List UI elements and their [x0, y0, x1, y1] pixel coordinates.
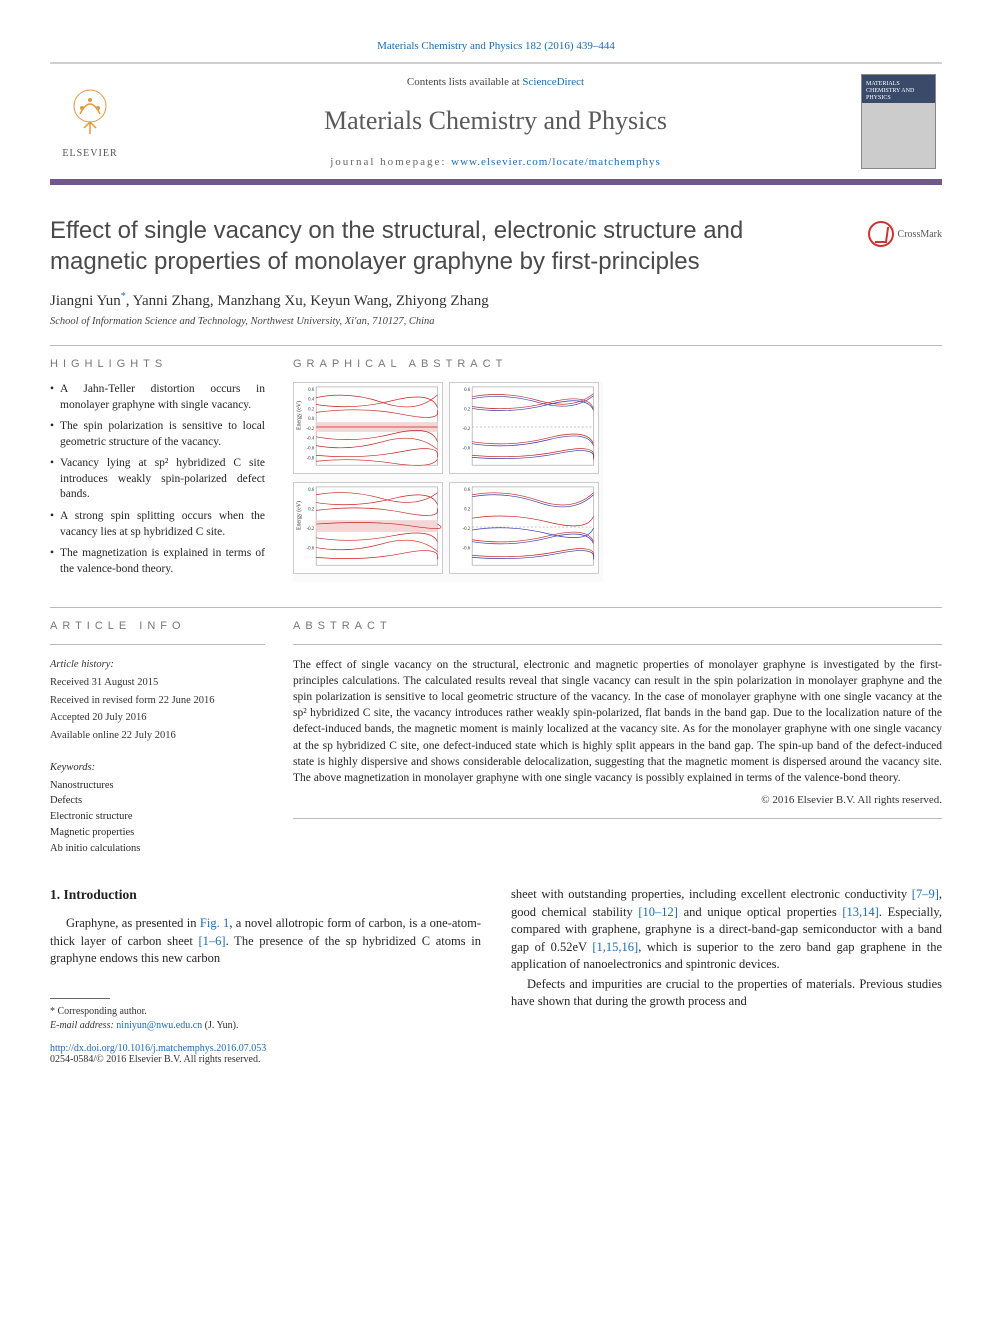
highlight-item: The spin polarization is sensitive to lo…: [50, 419, 265, 450]
svg-text:-0.6: -0.6: [462, 547, 470, 552]
intro-para-2: sheet with outstanding properties, inclu…: [511, 886, 942, 974]
svg-text:0.4: 0.4: [308, 398, 315, 403]
homepage-prefix: journal homepage:: [330, 156, 451, 168]
received-date: Received 31 August 2015: [50, 675, 265, 691]
citation-line: Materials Chemistry and Physics 182 (201…: [50, 40, 942, 52]
svg-text:Energy (eV): Energy (eV): [296, 501, 303, 530]
abstract-text: The effect of single vacancy on the stru…: [293, 657, 942, 786]
svg-text:-0.8: -0.8: [306, 457, 314, 462]
email-label: E-mail address:: [50, 1020, 116, 1031]
band-plot-c: 0.6 0.2 -0.2 -0.6 Energy (eV): [293, 482, 443, 574]
journal-header: ELSEVIER Contents lists available at Sci…: [50, 62, 942, 185]
elsevier-tree-icon: [60, 84, 120, 144]
citation-ref[interactable]: [13,14]: [842, 905, 878, 919]
divider: [50, 345, 942, 346]
svg-text:0.0: 0.0: [308, 418, 315, 423]
highlights-label: HIGHLIGHTS: [50, 358, 265, 370]
svg-text:-0.2: -0.2: [462, 527, 470, 532]
accepted-date: Accepted 20 July 2016: [50, 710, 265, 726]
highlight-item: The magnetization is explained in terms …: [50, 546, 265, 577]
copyright-line: © 2016 Elsevier B.V. All rights reserved…: [293, 794, 942, 806]
contents-list-line: Contents lists available at ScienceDirec…: [130, 76, 861, 88]
contents-prefix: Contents lists available at: [407, 76, 522, 88]
issn-line: 0254-0584/© 2016 Elsevier B.V. All right…: [50, 1054, 260, 1065]
online-date: Available online 22 July 2016: [50, 728, 265, 744]
keyword: Defects: [50, 793, 265, 809]
svg-text:0.2: 0.2: [464, 508, 471, 513]
svg-text:Energy (eV): Energy (eV): [296, 401, 303, 430]
svg-text:-0.2: -0.2: [306, 527, 314, 532]
divider: [293, 644, 942, 645]
journal-cover-thumb: [861, 74, 936, 169]
history-head: Article history:: [50, 657, 265, 673]
band-plot-b: 0.6 0.2 -0.2 -0.6: [449, 382, 599, 474]
svg-text:-0.6: -0.6: [306, 447, 314, 452]
intro-para-3: Defects and impurities are crucial to th…: [511, 976, 942, 1011]
corresponding-author-footnote: * Corresponding author. E-mail address: …: [50, 1005, 481, 1033]
svg-text:0.6: 0.6: [464, 388, 471, 393]
citation-ref[interactable]: [1,15,16]: [592, 940, 638, 954]
publisher-logo: ELSEVIER: [50, 84, 130, 159]
authors-line: Jiangni Yun*, Yanni Zhang, Manzhang Xu, …: [50, 291, 942, 310]
homepage-line: journal homepage: www.elsevier.com/locat…: [130, 156, 861, 168]
publisher-name: ELSEVIER: [60, 148, 120, 159]
svg-text:0.2: 0.2: [308, 508, 315, 513]
doi-link[interactable]: http://dx.doi.org/10.1016/j.matchemphys.…: [50, 1043, 266, 1054]
svg-text:-0.6: -0.6: [306, 547, 314, 552]
article-info-label: ARTICLE INFO: [50, 620, 265, 632]
keyword: Nanostructures: [50, 778, 265, 794]
divider: [50, 644, 265, 645]
divider: [293, 818, 942, 819]
svg-text:0.6: 0.6: [464, 488, 471, 493]
svg-text:-0.6: -0.6: [462, 447, 470, 452]
graphical-abstract-label: GRAPHICAL ABSTRACT: [293, 358, 942, 370]
citation-ref[interactable]: [1–6]: [199, 934, 226, 948]
abstract-label: ABSTRACT: [293, 620, 942, 632]
crossmark-badge[interactable]: CrossMark: [868, 221, 942, 247]
citation-ref[interactable]: [7–9]: [912, 887, 939, 901]
email-suffix: (J. Yun).: [202, 1020, 238, 1031]
intro-heading: 1. Introduction: [50, 886, 481, 905]
page-footer: http://dx.doi.org/10.1016/j.matchemphys.…: [50, 1043, 942, 1065]
citation-ref[interactable]: [10–12]: [638, 905, 678, 919]
keyword: Ab initio calculations: [50, 841, 265, 857]
highlight-item: Vacancy lying at sp² hybridized C site i…: [50, 456, 265, 503]
keywords-head: Keywords:: [50, 760, 265, 776]
crossmark-icon: [868, 221, 894, 247]
intro-para-1: Graphyne, as presented in Fig. 1, a nove…: [50, 915, 481, 968]
highlights-list: A Jahn-Teller distortion occurs in monol…: [50, 382, 265, 577]
revised-date: Received in revised form 22 June 2016: [50, 693, 265, 709]
highlight-item: A Jahn-Teller distortion occurs in monol…: [50, 382, 265, 413]
svg-text:-0.4: -0.4: [306, 437, 314, 442]
highlight-item: A strong spin splitting occurs when the …: [50, 509, 265, 540]
article-title: Effect of single vacancy on the structur…: [50, 215, 844, 277]
homepage-link[interactable]: www.elsevier.com/locate/matchemphys: [451, 156, 661, 168]
svg-text:-0.2: -0.2: [462, 427, 470, 432]
band-plot-d: 0.6 0.2 -0.2 -0.6: [449, 482, 599, 574]
keyword: Magnetic properties: [50, 825, 265, 841]
svg-text:-0.2: -0.2: [306, 427, 314, 432]
corr-label: * Corresponding author.: [50, 1005, 481, 1019]
keywords-block: Keywords: Nanostructures Defects Electro…: [50, 760, 265, 857]
svg-text:0.2: 0.2: [308, 408, 315, 413]
svg-text:0.2: 0.2: [464, 408, 471, 413]
crossmark-label: CrossMark: [898, 229, 942, 240]
affiliation: School of Information Science and Techno…: [50, 316, 942, 327]
author-email-link[interactable]: niniyun@nwu.edu.cn: [116, 1020, 202, 1031]
footnote-separator: [50, 998, 110, 999]
keyword: Electronic structure: [50, 809, 265, 825]
sciencedirect-link[interactable]: ScienceDirect: [522, 76, 584, 88]
journal-name: Materials Chemistry and Physics: [130, 106, 861, 136]
fig-ref[interactable]: Fig. 1: [200, 916, 229, 930]
article-history: Article history: Received 31 August 2015…: [50, 657, 265, 744]
svg-text:0.6: 0.6: [308, 488, 315, 493]
graphical-abstract: 0.6 0.4 0.2 0.0 -0.2 -0.4 -0.6 -0.8 Energy (e…: [293, 382, 603, 582]
divider: [50, 607, 942, 608]
svg-text:0.6: 0.6: [308, 388, 315, 393]
band-plot-a: 0.6 0.4 0.2 0.0 -0.2 -0.4 -0.6 -0.8 Energy (e…: [293, 382, 443, 474]
